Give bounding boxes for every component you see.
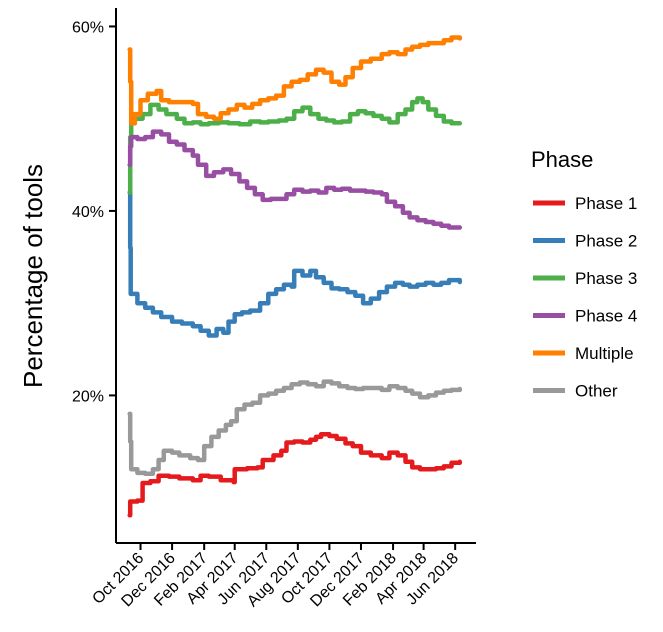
legend: Phase Phase 1 Phase 2 Phase 3 Phase 4 Multip… [531,147,637,401]
legend-label-phase-1: Phase 1 [575,194,637,213]
y-tick-label: 40% [72,204,104,221]
series-line-phase-1 [127,431,463,518]
legend-label-other: Other [575,382,618,401]
legend-title: Phase [531,147,593,172]
axes [115,8,476,544]
plot-area [127,35,463,518]
legend-label-multiple: Multiple [575,344,634,363]
legend-label-phase-3: Phase 3 [575,269,637,288]
y-ticks: 20% 40% 60% [72,19,116,405]
y-axis-title: Percentage of tools [18,164,48,388]
series-line-phase-3 [127,96,463,195]
y-tick-label: 60% [72,19,104,36]
legend-label-phase-4: Phase 4 [575,307,637,326]
legend-label-phase-2: Phase 2 [575,232,637,251]
series-line-phase-4 [127,129,463,230]
series-line-other [127,379,463,477]
series-line-phase-2 [127,190,463,338]
legend-items: Phase 1 Phase 2 Phase 3 Phase 4 Multiple Othe… [533,194,637,401]
y-tick-label: 20% [72,388,104,405]
series-line-multiple [127,35,463,126]
